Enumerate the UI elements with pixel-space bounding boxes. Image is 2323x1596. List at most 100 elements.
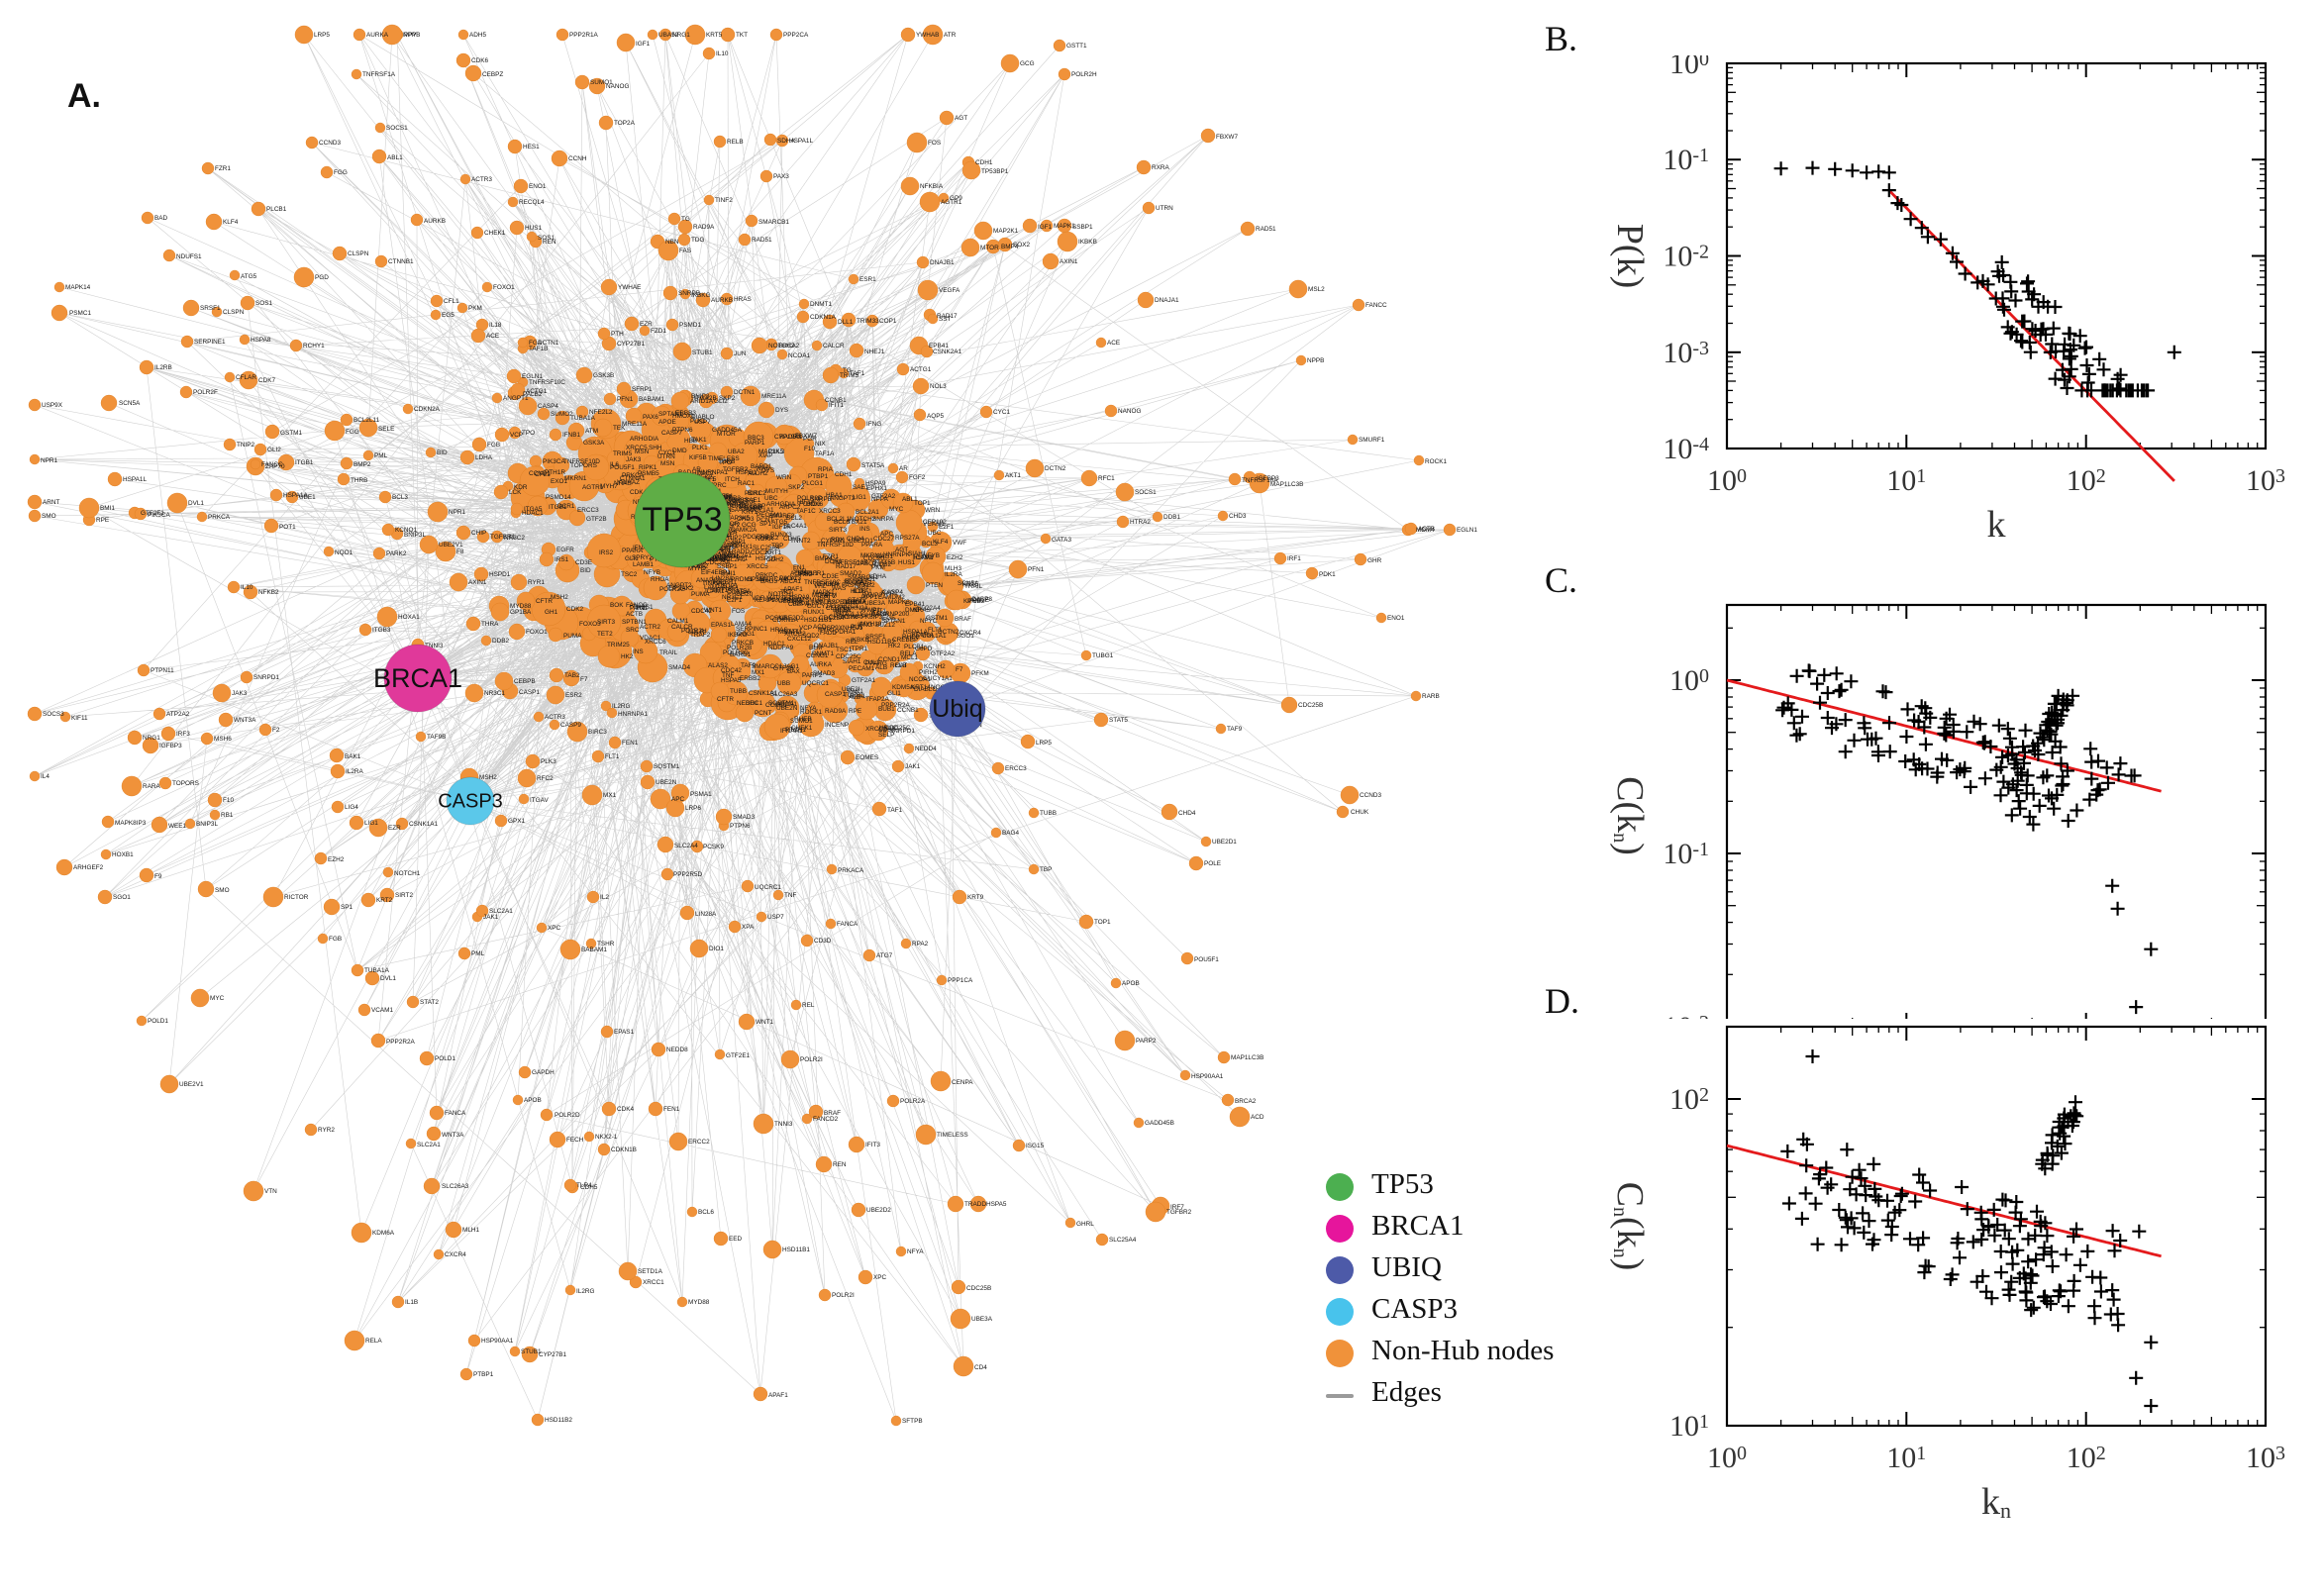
svg-text:AGTR1: AGTR1 bbox=[941, 199, 962, 206]
svg-text:SETD1A: SETD1A bbox=[638, 1268, 663, 1275]
svg-text:EED: EED bbox=[729, 1236, 743, 1243]
svg-text:YWHAZ: YWHAZ bbox=[617, 479, 640, 486]
svg-text:MRE11A: MRE11A bbox=[622, 421, 648, 428]
svg-text:FAS: FAS bbox=[679, 248, 691, 254]
svg-text:HSPB1: HSPB1 bbox=[827, 599, 848, 606]
svg-text:NFYB: NFYB bbox=[644, 569, 660, 576]
svg-text:GHRL: GHRL bbox=[1076, 1221, 1094, 1228]
svg-text:IRF3: IRF3 bbox=[176, 731, 190, 738]
svg-text:ERBB2: ERBB2 bbox=[740, 675, 760, 682]
svg-text:CHIP: CHIP bbox=[471, 530, 486, 537]
svg-text:KIF11: KIF11 bbox=[71, 715, 88, 722]
svg-text:CDC25B: CDC25B bbox=[966, 1285, 991, 1292]
svg-text:PSMD14: PSMD14 bbox=[546, 494, 571, 501]
svg-text:TUBA1A: TUBA1A bbox=[364, 967, 390, 974]
svg-text:GH1: GH1 bbox=[545, 609, 558, 616]
svg-text:F2: F2 bbox=[272, 727, 280, 734]
svg-text:CDKN2A: CDKN2A bbox=[414, 406, 441, 413]
svg-text:RELB: RELB bbox=[727, 139, 744, 146]
svg-text:PCSK9: PCSK9 bbox=[703, 844, 724, 850]
svg-text:APAF1: APAF1 bbox=[768, 1392, 788, 1399]
svg-text:POLR2I: POLR2I bbox=[832, 1292, 855, 1299]
svg-text:CDH1: CDH1 bbox=[975, 159, 993, 166]
svg-text:LRP6: LRP6 bbox=[685, 805, 701, 812]
svg-text:XRCC5: XRCC5 bbox=[747, 563, 768, 570]
svg-text:ACE: ACE bbox=[1107, 340, 1120, 347]
svg-text:DNMT1: DNMT1 bbox=[812, 650, 834, 657]
svg-text:RUNX3: RUNX3 bbox=[770, 532, 792, 539]
svg-text:KRT9: KRT9 bbox=[967, 894, 984, 901]
svg-text:HOXB1: HOXB1 bbox=[112, 851, 134, 858]
svg-text:HSP90AA1: HSP90AA1 bbox=[1191, 1073, 1224, 1080]
svg-text:CAT: CAT bbox=[895, 662, 907, 669]
svg-text:LRP5: LRP5 bbox=[314, 32, 330, 39]
svg-text:FGF2: FGF2 bbox=[909, 474, 926, 481]
svg-text:HUS1: HUS1 bbox=[525, 225, 542, 232]
svg-text:SOX2: SOX2 bbox=[1013, 242, 1030, 249]
svg-text:BIRC3: BIRC3 bbox=[588, 729, 607, 736]
svg-text:SNRPD1: SNRPD1 bbox=[889, 728, 915, 735]
svg-text:ALDH2: ALDH2 bbox=[748, 470, 768, 477]
svg-text:PTPN6: PTPN6 bbox=[672, 427, 693, 434]
svg-text:FADD: FADD bbox=[820, 630, 837, 637]
svg-text:LIN28A: LIN28A bbox=[695, 911, 717, 918]
svg-text:CEBPZ: CEBPZ bbox=[482, 71, 503, 78]
svg-text:SOS1: SOS1 bbox=[538, 235, 555, 242]
svg-text:RAC1: RAC1 bbox=[738, 480, 755, 487]
svg-text:TNF: TNF bbox=[784, 892, 797, 899]
svg-text:SAE1: SAE1 bbox=[853, 484, 869, 491]
svg-text:ESR1: ESR1 bbox=[859, 276, 876, 283]
svg-text:AKT1: AKT1 bbox=[1005, 472, 1021, 479]
svg-text:TSC2: TSC2 bbox=[621, 571, 638, 578]
svg-text:BCL2A1: BCL2A1 bbox=[856, 509, 879, 516]
svg-text:EGFR: EGFR bbox=[556, 547, 574, 553]
svg-text:XRCC1: XRCC1 bbox=[865, 726, 887, 733]
svg-text:PUMA: PUMA bbox=[691, 591, 710, 598]
svg-text:GAPDH: GAPDH bbox=[532, 1069, 555, 1076]
svg-text:VCP: VCP bbox=[510, 432, 523, 439]
svg-text:ATG5: ATG5 bbox=[241, 273, 257, 280]
svg-text:IL18: IL18 bbox=[489, 322, 502, 329]
svg-text:CDKN1A: CDKN1A bbox=[810, 314, 837, 321]
svg-text:EPAS1: EPAS1 bbox=[711, 622, 732, 629]
svg-text:UQCRC1: UQCRC1 bbox=[755, 884, 781, 891]
svg-text:CYP2R1: CYP2R1 bbox=[821, 538, 846, 545]
svg-text:TNFRSF1A: TNFRSF1A bbox=[362, 71, 396, 78]
svg-text:SLC25A4: SLC25A4 bbox=[1109, 1237, 1137, 1244]
svg-text:SRSF1: SRSF1 bbox=[200, 305, 221, 312]
svg-text:WNT1: WNT1 bbox=[756, 1019, 774, 1026]
svg-text:CDC25C: CDC25C bbox=[836, 653, 861, 660]
svg-text:F7: F7 bbox=[580, 676, 588, 683]
svg-text:SOCS3: SOCS3 bbox=[43, 711, 64, 718]
svg-text:HK2: HK2 bbox=[888, 643, 901, 649]
svg-text:THBS1: THBS1 bbox=[633, 604, 654, 611]
svg-text:NPPB: NPPB bbox=[403, 32, 420, 39]
svg-text:HIF1A: HIF1A bbox=[833, 607, 852, 614]
svg-text:CDK7: CDK7 bbox=[258, 377, 275, 384]
svg-text:IGFBP3: IGFBP3 bbox=[1257, 475, 1279, 482]
svg-text:FOXO1: FOXO1 bbox=[493, 284, 515, 291]
svg-text:EGLN1: EGLN1 bbox=[522, 373, 543, 380]
svg-text:IFNG: IFNG bbox=[866, 421, 881, 428]
svg-text:ERCC3: ERCC3 bbox=[577, 507, 599, 514]
svg-text:MAP2K1: MAP2K1 bbox=[993, 228, 1019, 235]
svg-text:VHL: VHL bbox=[814, 583, 827, 590]
svg-text:HSPA5: HSPA5 bbox=[721, 677, 742, 684]
svg-text:BRCA1: BRCA1 bbox=[373, 663, 462, 693]
svg-text:CDKN1B: CDKN1B bbox=[611, 1147, 637, 1153]
svg-text:DVL1: DVL1 bbox=[380, 975, 396, 982]
svg-text:FGA: FGA bbox=[529, 340, 543, 347]
svg-text:ITGA5: ITGA5 bbox=[524, 506, 543, 513]
svg-text:F10: F10 bbox=[223, 797, 234, 804]
svg-text:TGFBR2: TGFBR2 bbox=[1166, 1209, 1192, 1216]
svg-text:PPP2R1A: PPP2R1A bbox=[569, 32, 599, 39]
svg-text:EZR: EZR bbox=[388, 825, 401, 832]
svg-text:HSP90AA1: HSP90AA1 bbox=[481, 1338, 514, 1345]
svg-text:MAPK8: MAPK8 bbox=[888, 599, 910, 606]
svg-text:JAK3: JAK3 bbox=[626, 456, 642, 463]
svg-text:GADD45A: GADD45A bbox=[712, 427, 743, 434]
svg-text:AGT: AGT bbox=[895, 547, 908, 553]
svg-text:TUBB: TUBB bbox=[1040, 810, 1057, 817]
svg-text:BCL2: BCL2 bbox=[786, 515, 802, 522]
svg-text:FEN1: FEN1 bbox=[663, 1106, 680, 1113]
